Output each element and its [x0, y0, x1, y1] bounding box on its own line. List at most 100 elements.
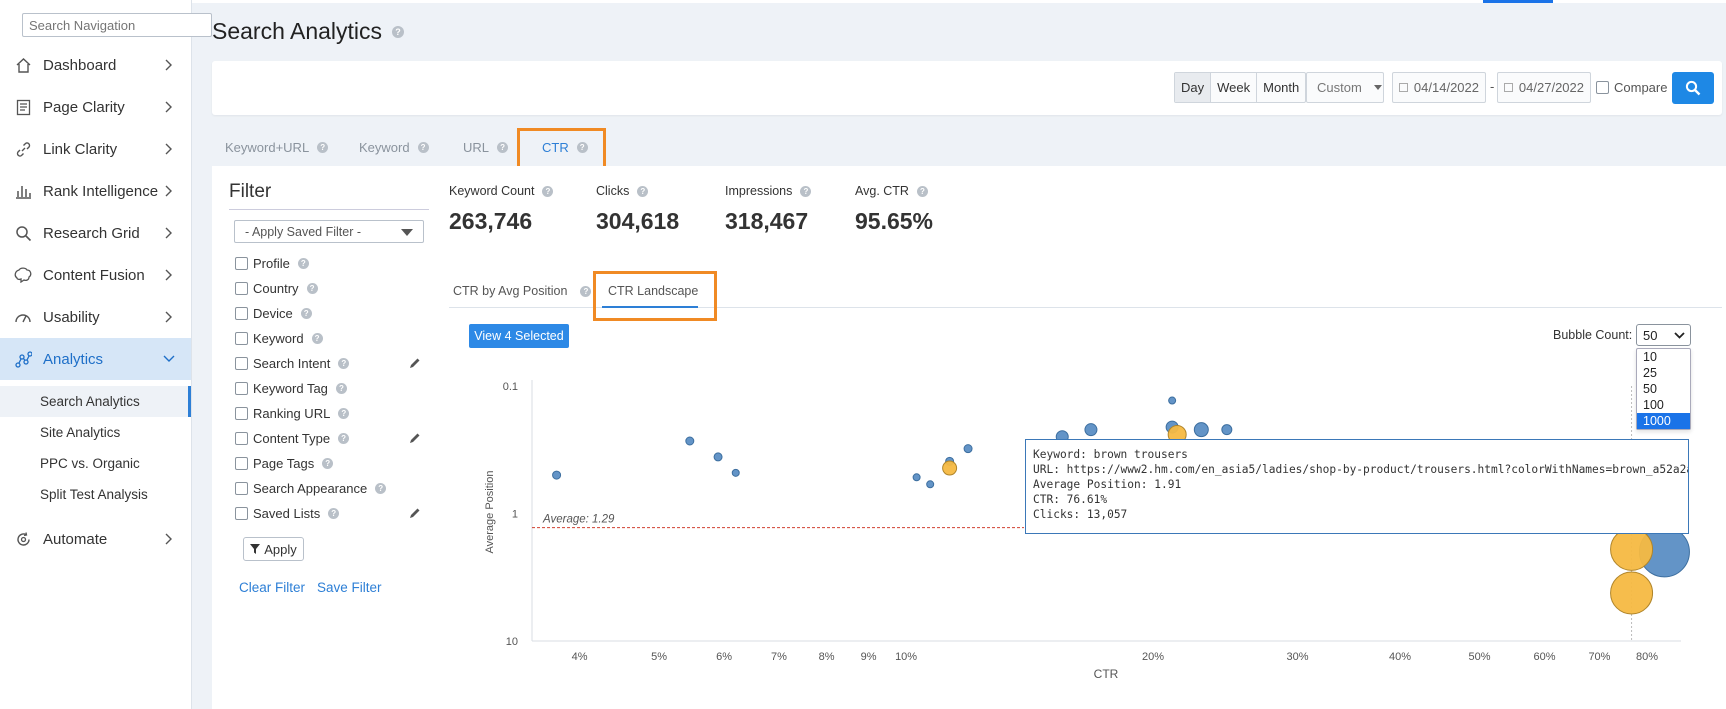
search-navigation-input[interactable] — [22, 13, 212, 37]
filter-option-search-intent[interactable]: Search Intent? — [235, 355, 425, 371]
filter-checkbox[interactable] — [235, 431, 248, 445]
sidebar-subitem-site-analytics[interactable]: Site Analytics — [40, 425, 121, 440]
filter-option-label: Search Appearance — [253, 480, 368, 496]
filter-option-country[interactable]: Country? — [235, 280, 425, 296]
help-icon[interactable]: ? — [580, 285, 592, 297]
sidebar-item-label: Link Clarity — [43, 140, 118, 158]
clear-filter-link[interactable]: Clear Filter — [239, 580, 306, 595]
bubble-option-25[interactable]: 25 — [1643, 366, 1657, 380]
bubble-count-select[interactable]: 50 — [1636, 324, 1691, 346]
sidebar-item-rank-intelligence[interactable]: Rank Intelligence — [0, 170, 191, 212]
x-tick-label: 5% — [651, 651, 667, 663]
sidebar-subitem-ppc-vs-organic[interactable]: PPC vs. Organic — [40, 456, 140, 471]
pencil-icon[interactable] — [409, 357, 421, 369]
sidebar-item-content-fusion[interactable]: Content Fusion — [0, 254, 191, 296]
filter-option-profile[interactable]: Profile? — [235, 255, 425, 271]
stat-value-clicks: 304,618 — [596, 208, 680, 234]
filter-checkbox[interactable] — [235, 356, 248, 370]
tooltip-ctr: CTR: 76.61% — [1033, 493, 1108, 506]
period-week-button[interactable]: Week — [1211, 73, 1258, 102]
help-icon[interactable]: ? — [335, 382, 347, 394]
help-icon[interactable]: ? — [338, 407, 350, 419]
help-icon[interactable]: ? — [338, 432, 350, 444]
subtab-ctr-by-avg-position[interactable]: CTR by Avg Position? — [453, 284, 592, 298]
help-icon[interactable]: ? — [576, 142, 588, 153]
help-icon[interactable]: ? — [637, 185, 649, 197]
help-icon[interactable]: ? — [417, 142, 429, 153]
bubble-option-50[interactable]: 50 — [1643, 382, 1657, 396]
help-icon[interactable]: ? — [306, 282, 318, 294]
help-icon[interactable]: ? — [542, 185, 554, 197]
filter-checkbox[interactable] — [235, 281, 248, 295]
filter-option-keyword[interactable]: Keyword? — [235, 330, 425, 346]
help-icon[interactable]: ? — [311, 332, 323, 344]
filter-option-page-tags[interactable]: Page Tags? — [235, 455, 425, 471]
filter-checkbox[interactable] — [235, 506, 248, 520]
help-icon[interactable]: ? — [297, 257, 309, 269]
sidebar-item-dashboard[interactable]: Dashboard — [0, 44, 191, 86]
tab-keyword[interactable]: Keyword? — [359, 140, 429, 155]
filter-option-keyword-tag[interactable]: Keyword Tag? — [235, 380, 425, 396]
help-icon[interactable]: ? — [300, 307, 312, 319]
tab-url[interactable]: URL? — [463, 140, 509, 155]
search-icon — [14, 224, 32, 242]
help-icon[interactable]: ? — [317, 142, 329, 153]
sidebar-item-automate[interactable]: Automate — [0, 518, 191, 560]
period-day-button[interactable]: Day — [1175, 73, 1212, 102]
help-icon[interactable]: ? — [800, 185, 812, 197]
data-point-blue — [731, 468, 740, 477]
subtab-ctr-landscape[interactable]: CTR Landscape — [608, 284, 699, 298]
sidebar-subitem-split-test-analysis[interactable]: Split Test Analysis — [40, 487, 148, 502]
sidebar-item-research-grid[interactable]: Research Grid — [0, 212, 191, 254]
period-month-button[interactable]: Month — [1263, 80, 1300, 95]
filter-checkbox[interactable] — [235, 456, 248, 470]
x-tick-label: 30% — [1287, 651, 1309, 663]
help-icon[interactable]: ? — [338, 357, 350, 369]
date-from-field[interactable]: 04/14/2022 — [1392, 72, 1486, 103]
filter-checkbox[interactable] — [235, 406, 248, 420]
bubble-option-10[interactable]: 10 — [1643, 350, 1657, 364]
tab-ctr[interactable]: CTR? — [542, 140, 588, 155]
stat-label-impressions: Impressions? — [725, 184, 812, 198]
apply-button[interactable]: Apply — [243, 537, 304, 561]
pencil-icon[interactable] — [409, 432, 421, 444]
sidebar-item-analytics[interactable]: Analytics — [0, 338, 191, 380]
saved-filter-value: - Apply Saved Filter - — [245, 224, 362, 239]
help-icon[interactable]: ? — [497, 142, 509, 153]
saved-filter-dropdown[interactable]: - Apply Saved Filter - — [234, 220, 424, 243]
bubble-option-100[interactable]: 100 — [1643, 398, 1664, 412]
help-icon[interactable]: ? — [375, 482, 387, 494]
help-icon[interactable]: ? — [392, 25, 405, 38]
filter-option-ranking-url[interactable]: Ranking URL? — [235, 405, 425, 421]
pencil-icon[interactable] — [409, 507, 421, 519]
search-button[interactable] — [1672, 72, 1714, 104]
tab-keyword-url[interactable]: Keyword+URL? — [225, 140, 329, 155]
filter-checkbox[interactable] — [235, 481, 248, 495]
filter-option-search-appearance[interactable]: Search Appearance? — [235, 480, 425, 496]
sidebar-item-page-clarity[interactable]: Page Clarity — [0, 86, 191, 128]
chevron-right-icon — [161, 225, 177, 241]
filter-option-content-type[interactable]: Content Type? — [235, 430, 425, 446]
filter-option-device[interactable]: Device? — [235, 305, 425, 321]
date-to-field[interactable]: 04/27/2022 — [1497, 72, 1591, 103]
sidebar-item-usability[interactable]: Usability — [0, 296, 191, 338]
sidebar-item-link-clarity[interactable]: Link Clarity — [0, 128, 191, 170]
average-label: Average: 1.29 — [542, 514, 615, 526]
date-separator: - — [1490, 79, 1495, 94]
filter-option-saved-lists[interactable]: Saved Lists? — [235, 505, 425, 521]
view-selected-button[interactable]: View 4 Selected — [469, 324, 569, 348]
help-icon[interactable]: ? — [916, 185, 928, 197]
compare-checkbox[interactable] — [1596, 81, 1609, 94]
bubble-option-1000[interactable]: 1000 — [1637, 413, 1690, 429]
filter-checkbox[interactable] — [235, 331, 248, 345]
filter-checkbox[interactable] — [235, 381, 248, 395]
compare-toggle[interactable]: Compare — [1596, 72, 1667, 103]
sidebar-subitem-search-analytics[interactable]: Search Analytics — [0, 386, 191, 417]
filter-checkbox[interactable] — [235, 256, 248, 270]
save-filter-link[interactable]: Save Filter — [317, 580, 382, 595]
filter-checkbox[interactable] — [235, 306, 248, 320]
range-dropdown[interactable]: Custom — [1306, 72, 1384, 103]
help-icon[interactable]: ? — [322, 457, 334, 469]
help-icon[interactable]: ? — [328, 507, 340, 519]
